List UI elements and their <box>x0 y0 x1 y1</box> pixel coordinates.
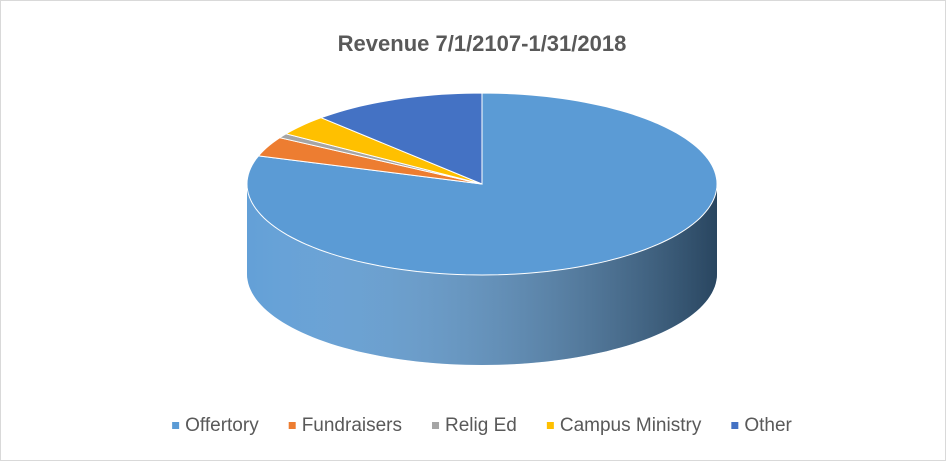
legend-marker <box>288 422 296 429</box>
legend-label: Relig Ed <box>445 415 517 436</box>
legend-marker <box>731 422 739 429</box>
legend: Offertory Fundraisers Relig Ed Campus Minis… <box>172 415 793 436</box>
legend-label: Fundraisers <box>302 415 402 436</box>
legend-label: Other <box>744 415 792 436</box>
legend-marker <box>546 422 554 429</box>
slice <box>319 92 483 185</box>
legend-label: Campus Ministry <box>560 415 702 436</box>
slice-side-shade <box>247 184 717 365</box>
chart-title: Revenue 7/1/2107-1/31/2018 <box>338 31 627 56</box>
legend-marker <box>172 422 180 429</box>
slice <box>257 137 483 185</box>
legend-label: Offertory <box>185 415 259 436</box>
legend-marker <box>432 422 440 429</box>
slice <box>284 117 483 185</box>
